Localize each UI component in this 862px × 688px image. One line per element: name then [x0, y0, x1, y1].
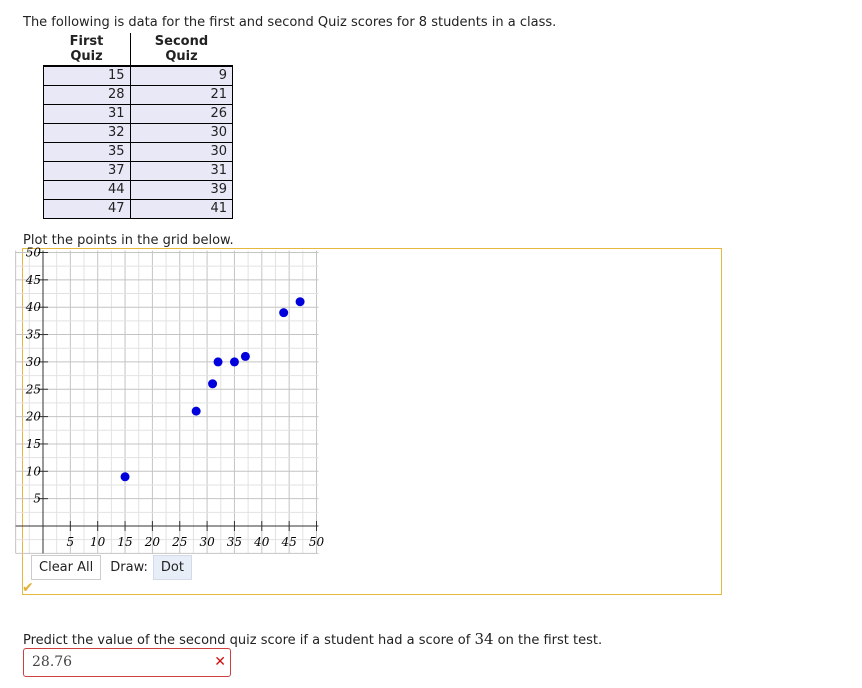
first-quiz-cell: 28 — [43, 85, 131, 105]
dot-tool-button[interactable]: Dot — [152, 555, 192, 580]
table-row: 44 39 — [43, 180, 233, 200]
first-quiz-cell: 35 — [43, 142, 131, 162]
y-tick-label: 10 — [26, 464, 42, 478]
table-row: 37 31 — [43, 161, 233, 181]
plot-instruction: Plot the points in the grid below. — [23, 233, 234, 248]
x-tick-label: 25 — [171, 535, 187, 549]
graph-toolbar: Clear All Draw: Dot — [31, 555, 196, 580]
data-point — [229, 357, 239, 367]
data-point — [279, 308, 289, 318]
question-value: 34 — [474, 630, 494, 648]
question-text: Predict the value of the second quiz sco… — [23, 633, 471, 648]
checkmark-icon: ✔ — [22, 580, 34, 596]
x-tick-label: 5 — [67, 535, 75, 549]
y-tick-label: 30 — [26, 355, 42, 369]
x-tick-label: 20 — [144, 535, 161, 549]
quiz-table: First Quiz Second Quiz 15 9 28 21 31 26 32 30 35… — [43, 33, 233, 219]
answer-box: ✕ — [23, 648, 231, 677]
draw-label: Draw: — [110, 560, 148, 575]
x-tick-label: 40 — [253, 535, 270, 549]
table-row: 31 26 — [43, 104, 233, 124]
data-point — [240, 351, 250, 361]
data-point — [120, 472, 130, 482]
y-tick-label: 40 — [25, 300, 42, 314]
intro-text: The following is data for the first and … — [23, 15, 557, 30]
y-tick-label: 5 — [33, 492, 41, 506]
y-tick-label: 25 — [25, 382, 41, 396]
first-quiz-cell: 15 — [43, 65, 131, 86]
data-point — [295, 297, 305, 307]
first-quiz-cell: 44 — [43, 180, 131, 200]
first-quiz-cell: 31 — [43, 104, 131, 124]
second-quiz-cell: 21 — [129, 85, 233, 105]
x-tick-label: 30 — [199, 535, 215, 549]
question-text-end: on the first test. — [497, 633, 603, 648]
table-row: 28 21 — [43, 85, 233, 105]
y-tick-label: 20 — [25, 410, 42, 424]
y-tick-label: 15 — [26, 437, 41, 451]
x-mark-icon: ✕ — [214, 654, 226, 670]
table-row: 47 41 — [43, 199, 233, 219]
y-tick-label: 45 — [25, 273, 41, 287]
x-tick-label: 10 — [90, 535, 106, 549]
second-quiz-cell: 39 — [129, 180, 233, 200]
graph-panel — [22, 248, 722, 595]
x-tick-label: 50 — [309, 535, 325, 549]
data-point — [191, 406, 201, 416]
header-first-quiz: First Quiz — [43, 33, 131, 67]
data-point — [208, 379, 218, 389]
clear-all-button[interactable]: Clear All — [31, 555, 102, 580]
second-quiz-cell: 41 — [129, 199, 233, 219]
x-tick-label: 45 — [281, 535, 297, 549]
header-second-quiz: Second Quiz — [130, 33, 233, 67]
second-quiz-cell: 30 — [129, 123, 233, 143]
x-tick-label: 15 — [117, 535, 132, 549]
first-quiz-cell: 47 — [43, 199, 131, 219]
table-row: 32 30 — [43, 123, 233, 143]
x-tick-label: 35 — [227, 535, 242, 549]
data-point — [213, 357, 223, 367]
second-quiz-cell: 30 — [129, 142, 233, 162]
first-quiz-cell: 37 — [43, 161, 131, 181]
y-tick-label: 50 — [26, 246, 42, 260]
table-row: 35 30 — [43, 142, 233, 162]
answer-input[interactable] — [32, 654, 202, 670]
second-quiz-cell: 26 — [129, 104, 233, 124]
y-tick-label: 35 — [26, 328, 41, 342]
prediction-question: Predict the value of the second quiz sco… — [23, 630, 602, 648]
